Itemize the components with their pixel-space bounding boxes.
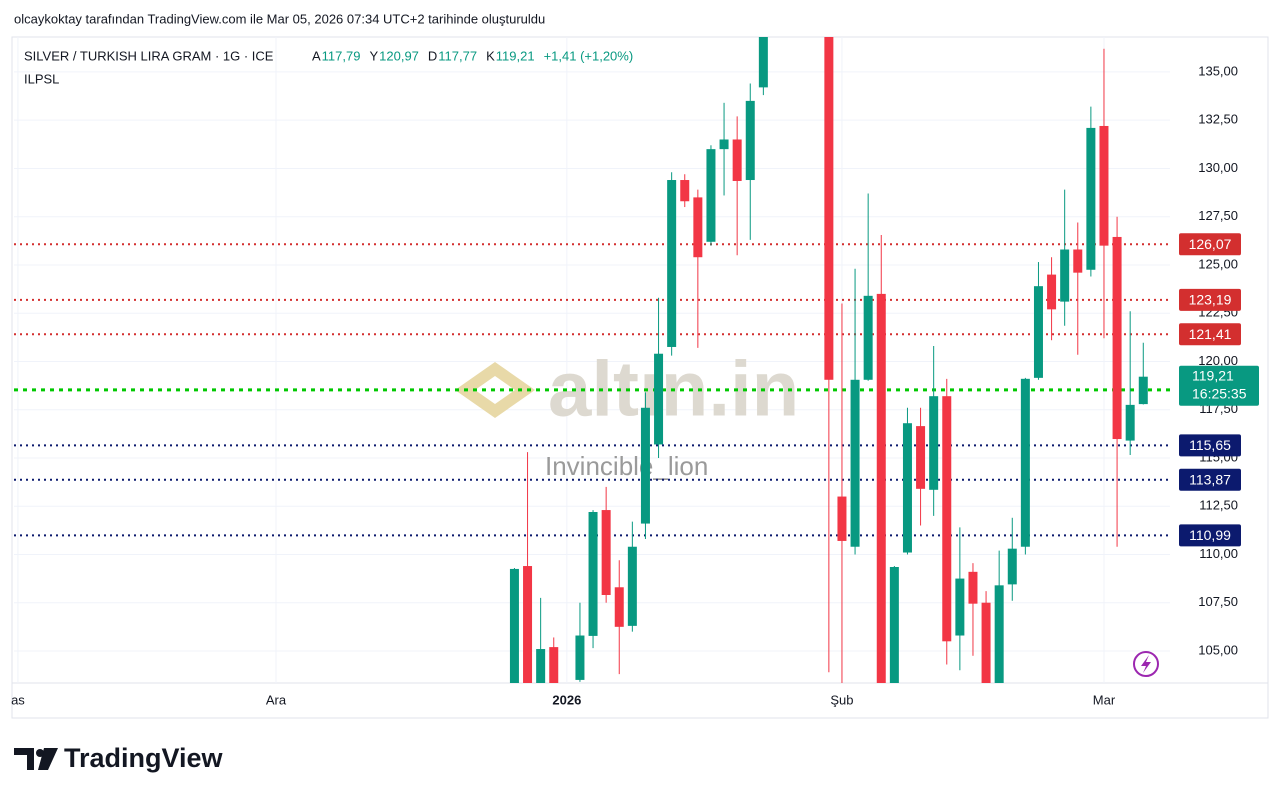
y-tick-label: 107,50	[1198, 594, 1238, 609]
candle-body	[601, 510, 611, 595]
candle-body	[588, 511, 598, 636]
candle-body	[745, 100, 755, 181]
y-tick-label: 130,00	[1198, 160, 1238, 175]
change: +1,41 (+1,20%)	[544, 48, 634, 63]
candle-body	[916, 426, 926, 489]
candle-body	[536, 649, 546, 683]
candle-body	[523, 566, 533, 683]
watermark: altın.in Invincible_lion	[455, 345, 799, 481]
level-label: 113,87	[1189, 471, 1231, 487]
tv-logo-dot	[36, 749, 44, 757]
countdown: 16:25:35	[1192, 385, 1247, 401]
candle-body	[732, 139, 742, 181]
level-label: 126,07	[1189, 236, 1232, 252]
y-tick-label: 105,00	[1198, 642, 1238, 657]
candle-body	[549, 647, 559, 683]
candle-body	[654, 353, 664, 445]
credit: olcaykoktay tarafından TradingView.com i…	[14, 11, 545, 26]
level-box	[1179, 468, 1241, 491]
symbol: SILVER / TURKISH LIRA GRAM · 1G · ICE	[24, 48, 274, 63]
level-box	[1179, 524, 1241, 547]
ohlc-value: 120,97	[379, 48, 419, 63]
x-tick-label: 2026	[552, 692, 581, 707]
x-tick-label: as	[11, 692, 25, 707]
y-tick-label: 110,00	[1199, 546, 1238, 561]
candle-body	[1086, 127, 1096, 270]
x-tick-label: Mar	[1093, 692, 1116, 707]
candle-body	[955, 578, 965, 636]
candle-body	[968, 571, 978, 604]
ohlc-value: 119,21	[496, 48, 535, 63]
y-tick-label: 132,50	[1198, 112, 1238, 127]
y-tick-label: 120,00	[1198, 353, 1238, 368]
y-tick-label: 112,50	[1199, 498, 1238, 513]
last-price-label: 119,21	[1192, 367, 1234, 383]
candle-body	[929, 396, 939, 490]
level-label: 121,41	[1189, 326, 1232, 342]
candle-body	[1033, 286, 1043, 378]
ohlc-key: Y	[369, 48, 378, 63]
candle-body	[1099, 125, 1109, 246]
candle-body	[981, 602, 991, 683]
candle-body	[1047, 274, 1057, 310]
candle-body	[1138, 376, 1148, 405]
level-label: 115,65	[1189, 437, 1231, 453]
candle-body	[667, 180, 677, 347]
candle-body	[863, 295, 873, 380]
candle-body	[824, 37, 834, 380]
candle-body	[719, 139, 729, 150]
tv-logo	[14, 748, 58, 770]
candle-body	[850, 379, 860, 547]
candle-body	[614, 587, 624, 627]
level-box	[1179, 288, 1241, 311]
level-label: 110,99	[1189, 527, 1231, 543]
level-label: 123,19	[1189, 292, 1232, 308]
y-tick-label: 125,00	[1198, 256, 1238, 271]
candle-body	[758, 37, 768, 88]
candle-body	[680, 180, 690, 202]
candle-body	[509, 568, 519, 683]
candle-body	[1060, 249, 1070, 302]
candle-body	[1020, 378, 1030, 547]
indicator: ILPSL	[24, 71, 59, 86]
candle-body	[627, 546, 637, 626]
watermark-author: Invincible_lion	[545, 451, 708, 481]
footer-brand: TradingView	[64, 743, 224, 773]
candle-body	[1125, 404, 1135, 441]
ohlc-key: D	[428, 48, 437, 63]
candle-body	[575, 635, 585, 680]
candle-body	[889, 567, 899, 683]
alert-icon[interactable]	[1133, 651, 1159, 677]
candle-body	[876, 293, 886, 683]
level-box	[1179, 434, 1241, 457]
alert-bolt	[1141, 655, 1151, 673]
y-tick-label: 135,00	[1198, 63, 1238, 78]
candle-body	[706, 149, 716, 242]
candle-body	[994, 585, 1004, 683]
ohlc-key: K	[486, 48, 495, 63]
last-price-box	[1179, 365, 1259, 406]
candle-body	[1007, 548, 1017, 585]
candle-body	[837, 496, 847, 541]
level-box	[1179, 233, 1241, 256]
candle-body	[902, 423, 912, 553]
ohlc-key: A	[312, 48, 321, 63]
candle-body	[1073, 249, 1083, 273]
candle-body	[693, 197, 703, 258]
candle-body	[640, 407, 650, 524]
y-tick-label: 127,50	[1198, 208, 1238, 223]
x-tick-label: Şub	[830, 692, 853, 707]
candle-body	[1112, 236, 1122, 440]
x-tick-label: Ara	[266, 692, 287, 707]
level-box	[1179, 323, 1241, 346]
frame	[11, 36, 1269, 719]
candle-body	[942, 396, 952, 642]
ohlc-value: 117,79	[322, 48, 361, 63]
watermark-logo	[455, 362, 535, 418]
ohlc-value: 117,77	[438, 48, 477, 63]
